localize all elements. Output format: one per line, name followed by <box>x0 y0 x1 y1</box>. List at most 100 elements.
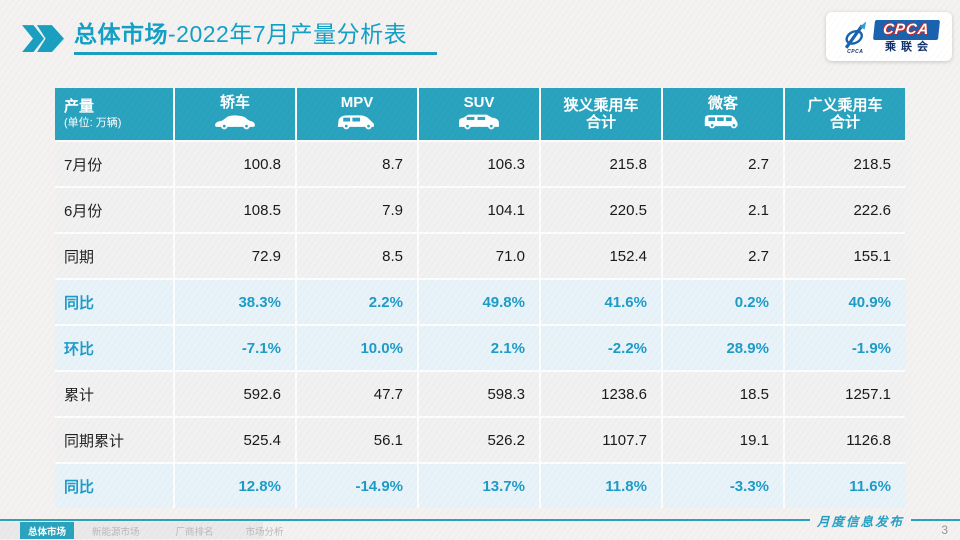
column-header-label: 广义乘用车 <box>807 96 883 114</box>
production-table: 产量 (单位: 万辆) 轿车 MPV SUV 狭义乘用车 合计 微客 广义乘用车 合计 7月份 100… <box>55 88 905 508</box>
table-cell: 13.7% <box>419 464 539 508</box>
cpca-swoosh-icon <box>845 20 867 49</box>
table-cell: -7.1% <box>175 326 295 370</box>
column-header-label: 产量 <box>64 98 95 116</box>
table-cell: 215.8 <box>541 142 661 186</box>
table-cell: 72.9 <box>175 234 295 278</box>
column-header-label: 轿车 <box>219 94 250 112</box>
row-label: 累计 <box>55 372 173 416</box>
table-cell: 526.2 <box>419 418 539 462</box>
column-header: 轿车 <box>175 88 295 140</box>
table-cell: 2.2% <box>297 280 417 324</box>
table-cell: 218.5 <box>785 142 905 186</box>
footer-banner: 月度信息发布 <box>0 513 960 529</box>
cpca-logo-box-text: CPCA <box>873 20 940 40</box>
column-header-label: MPV <box>340 94 374 112</box>
table-cell: 525.4 <box>175 418 295 462</box>
row-label: 环比 <box>55 326 173 370</box>
column-header: 狭义乘用车 合计 <box>541 88 661 140</box>
column-header-label-line2: 合计 <box>585 114 616 131</box>
table-cell: 12.8% <box>175 464 295 508</box>
column-header: 广义乘用车 合计 <box>785 88 905 140</box>
row-label: 7月份 <box>55 142 173 186</box>
table-cell: 49.8% <box>419 280 539 324</box>
table-cell: 2.1 <box>663 188 783 232</box>
cpca-logo-small-text: CPCA <box>847 48 864 55</box>
page-number: 3 <box>941 523 948 537</box>
table-cell: 56.1 <box>297 418 417 462</box>
table-cell: -1.9% <box>785 326 905 370</box>
table-cell: 11.6% <box>785 464 905 508</box>
table-cell: 7.9 <box>297 188 417 232</box>
table-cell: 104.1 <box>419 188 539 232</box>
table-cell: 108.5 <box>175 188 295 232</box>
microvan-icon <box>701 112 745 133</box>
footer-rule-right <box>911 519 960 521</box>
column-header-label: SUV <box>463 94 495 112</box>
page-title: 总体市场-2022年7月产量分析表 <box>74 21 438 56</box>
table-cell: 8.7 <box>297 142 417 186</box>
page-title-rest: -2022年7月产量分析表 <box>168 21 408 47</box>
table-cell: 598.3 <box>419 372 539 416</box>
table-cell: 19.1 <box>663 418 783 462</box>
footer-rule-left <box>0 519 810 521</box>
column-header: 微客 <box>663 88 783 140</box>
tab-总体市场[interactable]: 总体市场 <box>20 522 75 539</box>
table-cell: 152.4 <box>541 234 661 278</box>
table-cell: 1107.7 <box>541 418 661 462</box>
table-cell: 0.2% <box>663 280 783 324</box>
tab-市场分析[interactable]: 市场分析 <box>245 526 284 538</box>
tab-新能源市场[interactable]: 新能源市场 <box>92 526 140 538</box>
column-header: MPV <box>297 88 417 140</box>
table-cell: 2.7 <box>663 234 783 278</box>
row-label: 同比 <box>55 280 173 324</box>
table-cell: 2.7 <box>663 142 783 186</box>
table-cell: 1126.8 <box>785 418 905 462</box>
column-header: 产量 (单位: 万辆) <box>55 88 173 140</box>
table-cell: -3.3% <box>663 464 783 508</box>
section-tab-bar: 总体市场 新能源市场 厂商排名 市场分析 <box>0 522 284 539</box>
table-cell: 38.3% <box>175 280 295 324</box>
table-cell: 28.9% <box>663 326 783 370</box>
table-cell: 71.0 <box>419 234 539 278</box>
table-cell: 592.6 <box>175 372 295 416</box>
chevron-right-icon <box>22 25 44 53</box>
table-cell: -2.2% <box>541 326 661 370</box>
table-cell: 10.0% <box>297 326 417 370</box>
column-header-label: 狭义乘用车 <box>563 96 639 114</box>
tab-厂商排名[interactable]: 厂商排名 <box>175 526 214 538</box>
row-label: 同比 <box>55 464 173 508</box>
table-cell: -14.9% <box>297 464 417 508</box>
table-cell: 1257.1 <box>785 372 905 416</box>
cpca-logo-text-block: CPCA 乘联会 <box>873 20 940 53</box>
sedan-icon <box>212 112 258 134</box>
column-header: SUV <box>419 88 539 140</box>
table-cell: 40.9% <box>785 280 905 324</box>
suv-icon <box>456 112 502 134</box>
table-cell: 2.1% <box>419 326 539 370</box>
row-label: 6月份 <box>55 188 173 232</box>
table-cell: 18.5 <box>663 372 783 416</box>
table-cell: 220.5 <box>541 188 661 232</box>
table-cell: 222.6 <box>785 188 905 232</box>
mpv-icon <box>334 112 380 134</box>
table-cell: 155.1 <box>785 234 905 278</box>
cpca-logo: CPCA CPCA 乘联会 <box>826 12 952 61</box>
table-cell: 47.7 <box>297 372 417 416</box>
table-cell: 100.8 <box>175 142 295 186</box>
column-header-label-line2: 合计 <box>829 114 860 131</box>
page-title-section: 总体市场 <box>74 21 168 47</box>
table-cell: 11.8% <box>541 464 661 508</box>
row-label: 同期 <box>55 234 173 278</box>
cpca-logo-cn-text: 乘联会 <box>884 41 933 53</box>
table-cell: 106.3 <box>419 142 539 186</box>
table-cell: 41.6% <box>541 280 661 324</box>
column-header-unit: (单位: 万辆) <box>64 117 122 130</box>
footer-banner-text: 月度信息发布 <box>817 513 905 529</box>
column-header-label: 微客 <box>707 94 738 112</box>
row-label: 同期累计 <box>55 418 173 462</box>
table-cell: 8.5 <box>297 234 417 278</box>
slide-title-block: 总体市场-2022年7月产量分析表 <box>22 21 438 56</box>
table-cell: 1238.6 <box>541 372 661 416</box>
cpca-swoosh-block: CPCA <box>839 19 871 55</box>
